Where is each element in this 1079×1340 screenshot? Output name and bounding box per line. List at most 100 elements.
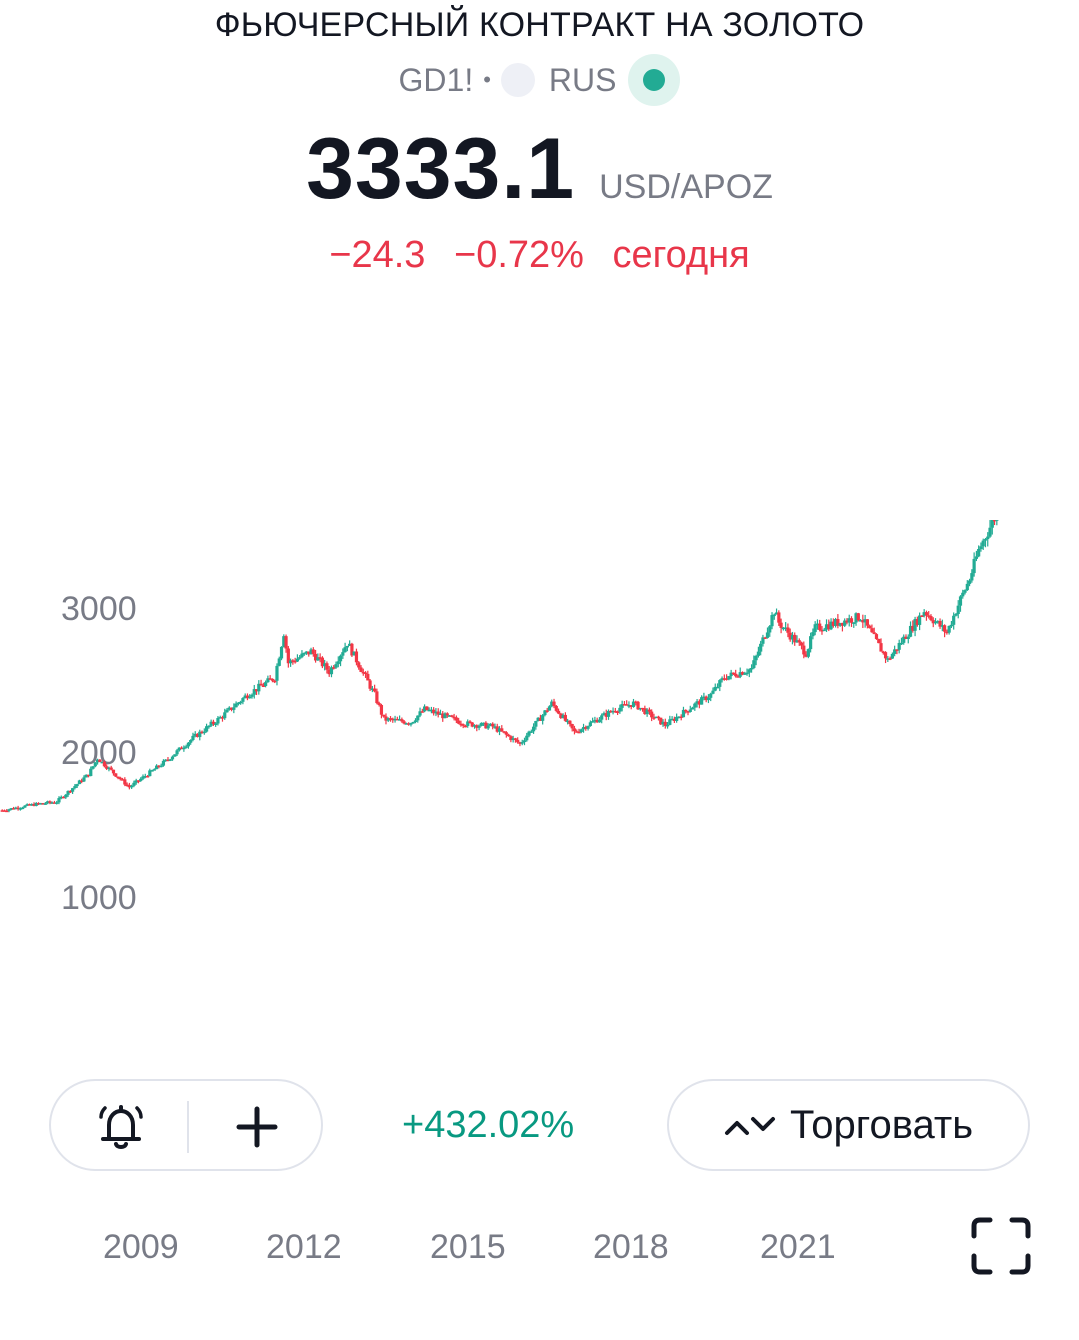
year-label[interactable]: 2018 (593, 1228, 669, 1266)
candle-body (720, 678, 724, 681)
candle-body (627, 705, 631, 707)
candle-body (443, 713, 447, 719)
candle-body (893, 649, 897, 654)
candle-body (307, 651, 311, 655)
last-price: 3333.1 (306, 121, 576, 217)
year-label[interactable]: 2021 (760, 1228, 836, 1266)
candle-body (547, 706, 552, 711)
candle-body (191, 735, 195, 741)
plus-icon[interactable] (235, 1105, 279, 1149)
candle-body (75, 784, 79, 787)
candle-body (861, 620, 865, 623)
trade-button[interactable]: Торговать (667, 1079, 1030, 1171)
candle-body (55, 802, 59, 804)
candle-body (525, 735, 529, 741)
candle-body (236, 702, 240, 705)
year-label[interactable]: 2012 (266, 1228, 342, 1266)
candle-body (177, 747, 181, 751)
candle-body (507, 734, 511, 737)
candle-body (130, 785, 134, 788)
candle-body (509, 736, 513, 741)
candle-body (382, 714, 386, 717)
candle-body (827, 624, 831, 630)
candle-body (320, 657, 324, 667)
candle-body (116, 776, 120, 779)
candle-body (298, 657, 302, 659)
instrument-meta: GD1! • RUS (0, 54, 1079, 106)
candle-body (781, 627, 785, 630)
candle-body (52, 802, 57, 804)
candle-body (59, 796, 63, 799)
candle-body (927, 615, 931, 617)
year-label[interactable]: 2015 (430, 1228, 506, 1266)
candle-body (961, 592, 965, 597)
candle-body (279, 646, 284, 659)
candle-body (468, 721, 472, 723)
candle-body (227, 707, 231, 710)
candle-body (911, 625, 915, 631)
candle-body (906, 636, 910, 639)
candle-body (881, 651, 885, 654)
candle-body (809, 636, 813, 650)
candle-body (445, 713, 449, 716)
symbol-label[interactable]: GD1! (398, 61, 474, 98)
candle-body (645, 709, 649, 715)
candle-body (266, 678, 270, 683)
candle-body (482, 722, 486, 725)
candle-body (852, 622, 856, 624)
y-tick-label: 3000 (61, 590, 137, 628)
candle-body (974, 556, 978, 559)
instrument-title: ФЬЮЧЕРСНЫЙ КОНТРАКТ НА ЗОЛОТО (214, 6, 865, 44)
candle-body (105, 766, 109, 769)
candle-body (175, 750, 179, 755)
candle-body (584, 727, 588, 729)
candle-body (913, 619, 917, 631)
candle-body (550, 701, 554, 707)
candle-body (377, 703, 381, 706)
candle-body (180, 747, 184, 750)
y-tick-label: 2000 (61, 734, 137, 772)
candle-body (754, 655, 758, 661)
candle-body (316, 657, 320, 661)
candle-body (352, 651, 356, 656)
candle-body (289, 660, 293, 664)
candle-body (232, 707, 236, 710)
candle-body (990, 520, 994, 528)
candle-body (466, 721, 470, 726)
candle-body (223, 712, 227, 719)
exchange-label[interactable]: RUS (548, 61, 617, 98)
candle-body (393, 718, 397, 721)
candle-body (786, 627, 790, 633)
candle-body (516, 739, 520, 743)
candle-body (420, 711, 424, 713)
bell-icon[interactable] (95, 1103, 147, 1151)
candle-body (965, 583, 969, 591)
candle-body (945, 631, 949, 634)
candle-body (545, 710, 549, 712)
candle-body (868, 625, 872, 629)
candle-body (409, 723, 413, 725)
candle-body (854, 613, 858, 623)
candle-body (64, 794, 68, 798)
candle-body (155, 765, 159, 770)
candle-body (425, 706, 429, 711)
candle-body (849, 618, 854, 623)
candle-body (86, 774, 91, 777)
candle-body (659, 717, 663, 725)
candle-body (518, 742, 522, 744)
fullscreen-icon[interactable] (970, 1216, 1032, 1276)
candle-body (552, 701, 556, 706)
candle-body (570, 724, 574, 729)
market-status-indicator[interactable] (628, 54, 681, 106)
candle-body (132, 782, 136, 786)
candle-body (822, 629, 826, 632)
candle-body (211, 721, 215, 724)
candle-body (977, 549, 981, 557)
year-label[interactable]: 2009 (103, 1228, 179, 1266)
candle-body (695, 701, 699, 704)
candle-body (313, 653, 318, 661)
candle-body (949, 624, 954, 627)
candle-body (91, 766, 95, 769)
candle-body (527, 731, 531, 736)
price-chart[interactable]: 1000 2000 3000 (0, 520, 1079, 1020)
